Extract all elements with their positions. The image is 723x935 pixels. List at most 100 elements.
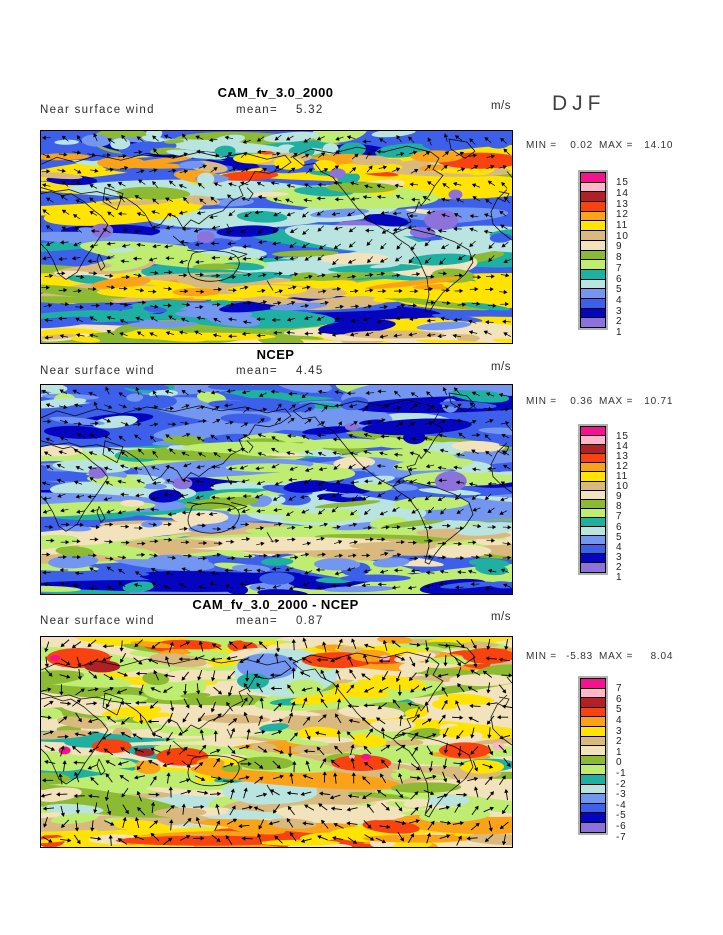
colorbar-cell xyxy=(580,201,606,212)
panel-ncep-title: NCEP xyxy=(256,347,295,362)
colorbar-cell xyxy=(580,317,606,328)
max-value: 14.10 xyxy=(644,140,674,151)
colorbar-tick-label: 6 xyxy=(616,693,623,705)
colorbar-tick-label: -6 xyxy=(616,820,627,832)
min-label: MIN = xyxy=(526,396,557,407)
colorbar-tick-label: 1 xyxy=(616,572,623,583)
colorbar-cell xyxy=(580,706,606,718)
colorbar-cell xyxy=(580,535,606,546)
wind-map-cam xyxy=(41,131,512,343)
colorbar-cell xyxy=(580,181,606,193)
colorbar-tick-label: 7 xyxy=(616,511,623,523)
max-label: MAX = xyxy=(598,396,634,407)
colorbar-cell xyxy=(580,191,606,203)
colorbar-tick-label: 1 xyxy=(616,746,623,758)
colorbar-tick-label: 3 xyxy=(616,305,623,317)
colorbar-cell xyxy=(580,773,606,785)
colorbar-tick-label: 6 xyxy=(616,521,623,533)
max-value: 10.71 xyxy=(644,396,674,407)
colorbar-tick-label: 9 xyxy=(616,241,623,253)
colorbar-cell xyxy=(580,435,606,446)
colorbar-cell xyxy=(580,259,606,270)
colorbar-tick-label: 10 xyxy=(616,481,629,493)
colorbar-cell xyxy=(580,249,606,261)
colorbar-tick-label: 4 xyxy=(616,714,623,726)
colorbar-tick-label: 8 xyxy=(616,501,623,513)
colorbar-cell xyxy=(580,268,606,280)
panel-cam-title: CAM_fv_3.0_2000 xyxy=(217,85,334,100)
colorbar-cell xyxy=(580,288,606,299)
colorbar-tick-label: 13 xyxy=(616,450,629,462)
colorbar-tick-label: 3 xyxy=(616,725,623,737)
min-label: MIN = xyxy=(526,140,557,151)
colorbar-tick-label: 4 xyxy=(616,541,623,553)
mean-value: 0.87 xyxy=(295,615,324,627)
units-label: m/s xyxy=(490,611,511,623)
colorbar-cell xyxy=(580,507,606,518)
colorbar-cell xyxy=(580,453,606,464)
colorbar-tick-label: 5 xyxy=(616,284,623,296)
colorbar-tick-label: 8 xyxy=(616,252,623,264)
colorbar-cell xyxy=(580,716,606,727)
colorbar-cell xyxy=(580,220,606,232)
colorbar-cell xyxy=(580,821,606,833)
colorbar-cell xyxy=(580,553,606,564)
colorbar-tick-label: 4 xyxy=(616,294,623,306)
colorbar-cell xyxy=(580,544,606,555)
mean-label: mean= xyxy=(236,365,278,377)
colorbar-tick-label: 14 xyxy=(616,440,629,452)
panel-cam-subheader: Near surface wind mean= 5.32 m/s xyxy=(40,100,511,116)
colorbar-cell xyxy=(580,172,606,183)
colorbar-cells xyxy=(578,424,608,575)
panel-ncep-subheader: Near surface wind mean= 4.45 m/s xyxy=(40,361,511,377)
colorbar-tick-label: 11 xyxy=(616,471,628,482)
colorbar-cell xyxy=(580,745,606,756)
min-value: 0.36 xyxy=(570,396,593,407)
colorbar-tick-label: 14 xyxy=(616,187,629,199)
colorbar-tick-label: 5 xyxy=(616,531,623,543)
colorbar-tick-label: 9 xyxy=(616,491,623,503)
colorbar-tick-label: 10 xyxy=(616,230,629,242)
colorbar-tick-label: 11 xyxy=(616,220,628,231)
min-value: 0.02 xyxy=(570,140,593,151)
colorbar-cell xyxy=(580,489,606,500)
colorbar-cell xyxy=(580,802,606,814)
colorbar-tick-label: 2 xyxy=(616,561,623,573)
colorbar-cell xyxy=(580,480,606,491)
colorbar-tick-label: -3 xyxy=(616,789,627,801)
colorbar-cell xyxy=(580,697,606,708)
colorbar-tick-label: -1 xyxy=(616,767,627,779)
wind-map-diff xyxy=(41,637,512,847)
colorbar-cells xyxy=(578,170,608,330)
colorbar-cell xyxy=(580,783,606,795)
colorbar-tick-label: 12 xyxy=(616,209,629,221)
panel-diff-title: CAM_fv_3.0_2000 - NCEP xyxy=(192,597,359,612)
colorbar-cell xyxy=(580,426,606,437)
colorbar-tick-label: 2 xyxy=(616,316,623,328)
units-label: m/s xyxy=(490,100,511,112)
colorbar-tick-label: 3 xyxy=(616,551,623,563)
colorbar-cam: 15 14 13 12 11 10 9 8 7 6 5 4 3 2 1 xyxy=(578,170,648,338)
colorbar-cell xyxy=(580,526,606,537)
colorbar-cell xyxy=(580,812,606,823)
colorbar-tick-label: 13 xyxy=(616,198,629,210)
colorbar-cell xyxy=(580,735,606,747)
mean-label: mean= xyxy=(236,104,278,116)
colorbar-tick-label: 7 xyxy=(616,683,623,695)
colorbar-cell xyxy=(580,754,606,766)
variable-label: Near surface wind xyxy=(40,104,155,116)
colorbar-cell xyxy=(580,444,606,455)
colorbar-cell xyxy=(580,764,606,775)
colorbar-tick-label: -7 xyxy=(616,831,627,843)
min-label: MIN = xyxy=(526,651,557,662)
colorbar-tick-label: 12 xyxy=(616,460,629,472)
map-frame-diff xyxy=(40,636,513,848)
colorbar-tick-label: 0 xyxy=(616,757,623,769)
stats-line-diff: MIN = -5.83 MAX = 8.04 xyxy=(526,651,676,662)
variable-label: Near surface wind xyxy=(40,615,155,627)
mean-value: 4.45 xyxy=(295,365,324,377)
colorbar-tick-label: -4 xyxy=(616,799,627,811)
colorbar-tick-label: 15 xyxy=(616,430,629,442)
